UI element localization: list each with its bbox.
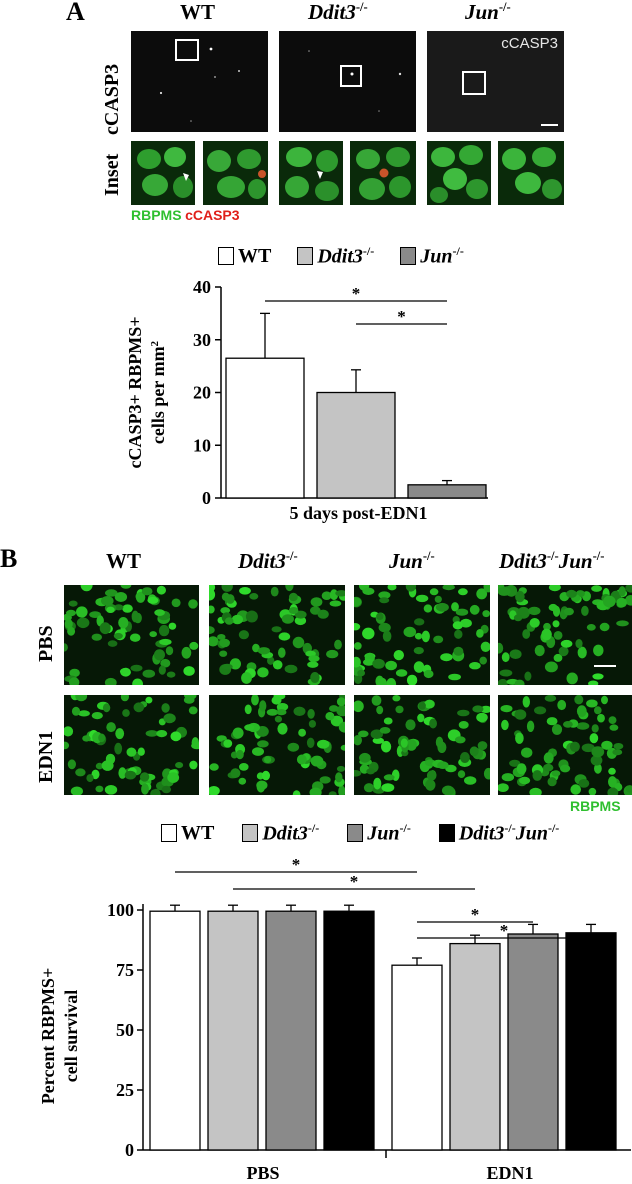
panel-b-col-ddit3: Ddit3-/- [238, 549, 298, 573]
rbpms-image-edn1-wt [64, 695, 199, 795]
legend-item-wt: WT [218, 245, 271, 268]
bar [391, 964, 443, 1151]
bar [323, 910, 375, 1151]
panel-a-row-label-ccasp3: cCASP3 [101, 63, 123, 135]
inset-ddit3-merge [350, 141, 416, 205]
x-group-label: EDN1 [486, 1163, 533, 1183]
scale-bar-b [594, 665, 616, 667]
bar [449, 942, 501, 1151]
y-tick-label: 30 [193, 330, 211, 350]
y-tick-label: 25 [116, 1080, 134, 1100]
y-tick-label: 0 [125, 1140, 134, 1160]
legend-swatch-wt [218, 247, 234, 266]
panel-b-col-wt: WT [106, 549, 142, 573]
x-axis-label: 5 days post-EDN1 [289, 503, 427, 523]
ccasp3-image-jun: cCASP3 [427, 31, 564, 132]
legend-item-ddit3: Ddit3-/- [297, 244, 374, 269]
panel-a-letter: A [66, 0, 85, 26]
stain-label-rbpms: RBPMS [131, 207, 182, 223]
y-tick-label: 50 [116, 1020, 134, 1040]
significance-star: * [352, 284, 361, 303]
y-axis-label-line1: cCASP3+ RBPMS+ [125, 316, 145, 468]
inset-jun-green [427, 141, 491, 205]
rbpms-image-pbs-ddit3 [209, 585, 345, 685]
inset-wt-green [131, 141, 195, 205]
chart-a-legend: WT Ddit3-/- Jun-/- [218, 244, 490, 269]
legend-item-jun: Jun-/- [400, 244, 464, 269]
rbpms-image-pbs-jun [354, 585, 490, 685]
panel-b-col-double: Ddit3-/-Jun-/- [499, 549, 605, 573]
legend-b-item-jun: Jun-/- [347, 821, 411, 846]
stain-label-ccasp3: cCASP3 [185, 207, 240, 223]
inset-ddit3-green [279, 141, 343, 205]
bar [407, 484, 487, 499]
bar [149, 910, 201, 1151]
panel-b-row-label-edn1: EDN1 [35, 730, 57, 783]
legend-b-swatch-jun [347, 824, 364, 843]
y-tick-label: 75 [116, 960, 134, 980]
bar [207, 910, 259, 1151]
panel-a-row-label-inset: Inset [101, 153, 123, 196]
legend-swatch-ddit3 [297, 247, 314, 266]
bar [265, 910, 317, 1151]
legend-b-item-ddit3: Ddit3-/- [242, 821, 319, 846]
panel-b-row-label-pbs: PBS [35, 625, 57, 662]
significance-star: * [350, 872, 359, 891]
panel-b-letter: B [0, 544, 18, 573]
significance-star: * [500, 921, 509, 940]
panel-a-col-jun: Jun-/- [465, 0, 511, 24]
ccasp3-image-label: cCASP3 [501, 35, 558, 52]
chart-a: 0 10 20 30 40 * * 5 days post-EDN1 cCASP3+ RBPMS… [125, 277, 488, 523]
legend-swatch-jun [400, 247, 417, 266]
legend-b-item-double: Ddit3-/-Jun-/- [438, 821, 559, 846]
rbpms-image-edn1-ddit3 [209, 695, 345, 795]
legend-b-swatch-ddit3 [242, 824, 259, 843]
rbpms-image-edn1-jun [354, 695, 490, 795]
legend-b-swatch-double [438, 824, 455, 843]
significance-star: * [471, 905, 480, 924]
bar [507, 933, 559, 1151]
rbpms-image-pbs-double [498, 585, 632, 685]
y-tick-label: 40 [193, 277, 211, 297]
y-axis-label-line2: cell survival [61, 990, 81, 1083]
y-tick-label: 10 [193, 435, 211, 455]
y-tick-label: 100 [107, 900, 134, 920]
scale-bar-a [541, 124, 558, 126]
bar [225, 357, 305, 499]
bar [565, 932, 617, 1151]
ccasp3-image-wt [131, 31, 268, 132]
panel-a-col-wt: WT [180, 0, 216, 24]
inset-jun-merge [498, 141, 564, 205]
y-tick-label: 20 [193, 383, 211, 403]
y-tick-label: 0 [202, 488, 211, 508]
legend-b-item-wt: WT [161, 822, 214, 845]
stain-legend-a: RBPMS cCASP3 [131, 207, 240, 225]
significance-star: * [292, 855, 301, 874]
significance-star: * [397, 307, 406, 326]
inset-wt-merge [203, 141, 268, 205]
stain-label-rbpms-b: RBPMS [570, 798, 621, 814]
chart-b: 0 25 50 75 100 PBS EDN1 * * * * Percent RBPMS+ cell … [38, 855, 631, 1183]
y-axis-label-line2: cells per mm2 [148, 340, 168, 444]
panel-a-col-ddit3: Ddit3-/- [308, 0, 368, 24]
chart-b-legend: WT Ddit3-/- Jun-/- Ddit3-/-Jun-/- [161, 821, 559, 846]
legend-b-swatch-wt [161, 824, 177, 843]
bar [316, 391, 396, 499]
panel-b-col-jun: Jun-/- [389, 549, 435, 573]
rbpms-image-edn1-double [498, 695, 632, 795]
rbpms-image-pbs-wt [64, 585, 199, 685]
ccasp3-image-ddit3 [279, 31, 416, 132]
y-axis-label-line1: Percent RBPMS+ [38, 968, 58, 1104]
x-group-label: PBS [246, 1163, 279, 1183]
